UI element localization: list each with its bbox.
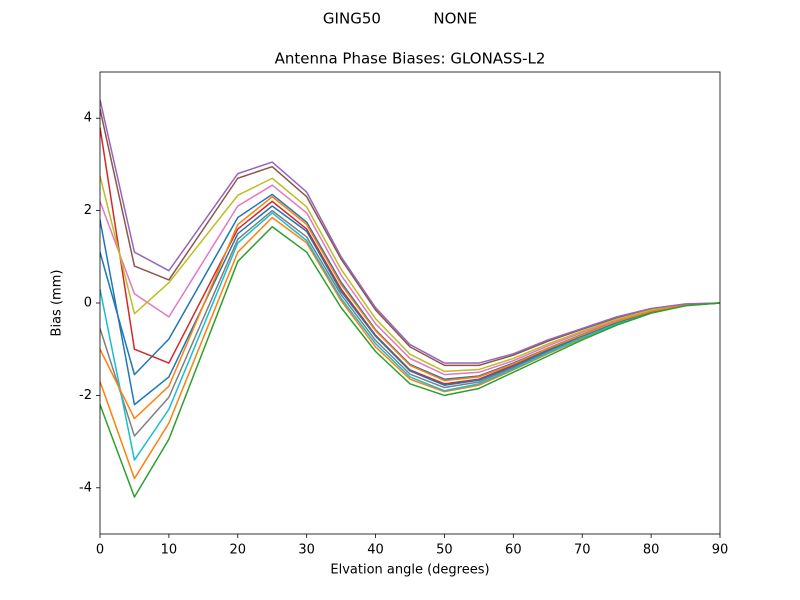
x-tick-label: 20 [230,543,247,558]
x-tick-label: 50 [436,543,453,558]
y-tick-label: 4 [84,111,92,126]
x-tick-label: 30 [298,543,315,558]
series-line [100,184,720,376]
y-tick-label: -2 [79,388,92,403]
series-line [100,212,720,461]
series-line [100,226,720,498]
y-axis-label: Bias (mm) [50,270,65,337]
x-tick-label: 40 [367,543,384,558]
y-tick-label: 2 [84,203,92,218]
x-axis-label: Elvation angle (degrees) [330,563,489,578]
y-tick-label: -4 [79,480,92,495]
series-line [100,108,720,367]
x-tick-label: 90 [712,543,729,558]
y-tick-label: 0 [84,296,92,311]
x-tick-label: 0 [96,543,104,558]
series-line [100,205,720,406]
series-line [100,195,720,420]
series-line [100,175,720,373]
suptitle: GING50 NONE [323,10,477,28]
chart-title: Antenna Phase Biases: GLONASS-L2 [275,50,546,68]
x-tick-label: 80 [643,543,660,558]
x-tick-label: 70 [574,543,591,558]
plot-frame [99,71,721,535]
x-tick-label: 60 [505,543,522,558]
series-line [100,99,720,364]
x-tick-label: 10 [161,543,178,558]
